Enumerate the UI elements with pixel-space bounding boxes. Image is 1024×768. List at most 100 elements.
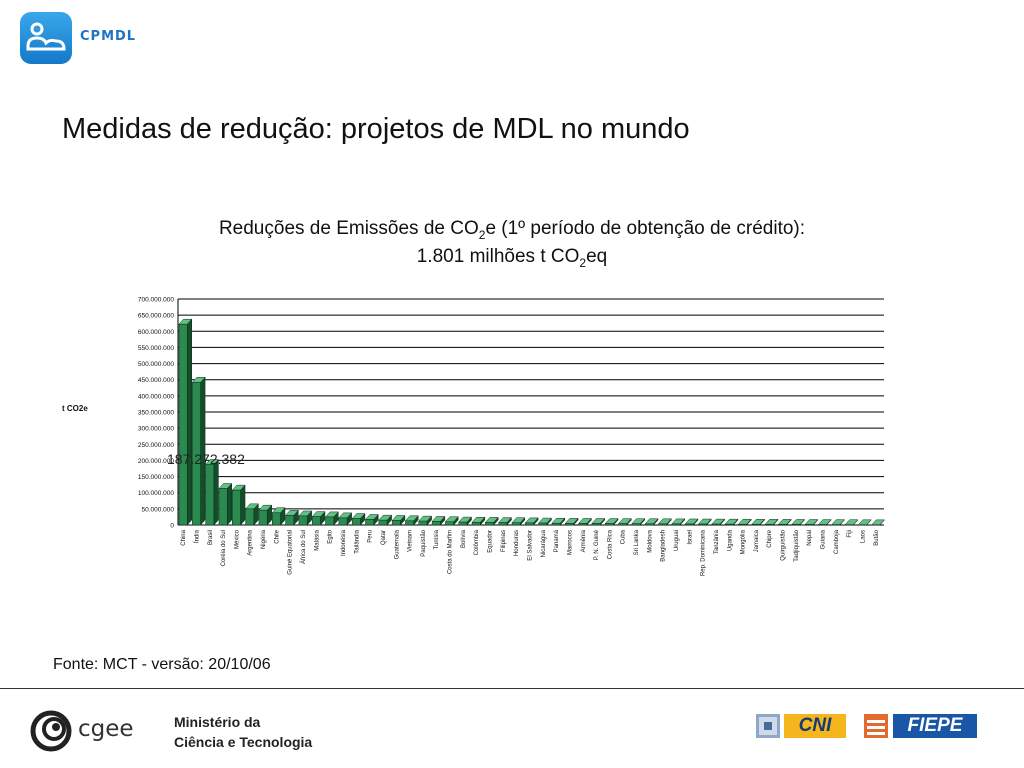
- chart-subtitle-text: eq: [586, 246, 608, 267]
- x-tick-label: Israel: [687, 530, 693, 545]
- bar: [737, 518, 752, 526]
- x-tick-label: Equador: [488, 530, 494, 553]
- bar: [871, 519, 885, 526]
- bar: [324, 511, 339, 526]
- cgee-text: cgee: [78, 716, 134, 742]
- bar: [631, 518, 646, 526]
- x-tick-label: Fiji: [847, 530, 853, 538]
- x-tick-label: Panamá: [554, 529, 560, 552]
- x-tick-label: Índia: [193, 529, 200, 543]
- y-tick-label: 200.000.000: [138, 458, 175, 465]
- x-tick-label: Egito: [328, 529, 334, 543]
- chart-title-line2: 1.801 milhões t CO2eq: [0, 244, 1024, 276]
- x-tick-label: El Salvador: [527, 530, 533, 561]
- y-tick-label: 350.000.000: [138, 410, 175, 417]
- bar: [431, 515, 446, 526]
- bar: [205, 458, 219, 526]
- x-tick-label: África do Sul: [300, 530, 307, 564]
- x-tick-label: Costa do Marfim: [448, 530, 454, 574]
- bar: [644, 518, 659, 526]
- x-tick-label: Qatar: [381, 530, 387, 545]
- bar: [391, 514, 406, 526]
- bar: [218, 482, 233, 526]
- bar: [351, 512, 366, 526]
- page-title: Medidas de redução: projetos de MDL no m…: [62, 113, 690, 145]
- y-tick-label: 250.000.000: [138, 442, 175, 449]
- x-tick-label: Colômbia: [474, 529, 480, 555]
- x-tick-label: Costa Rica: [607, 529, 613, 559]
- y-tick-label: 150.000.000: [138, 474, 175, 481]
- x-tick-label: Guiné Equatorial: [288, 530, 294, 575]
- x-tick-label: Camboja: [834, 529, 840, 554]
- y-axis-label: t CO2e: [62, 404, 88, 413]
- bar: [724, 518, 739, 526]
- chart-title-subscript: 2: [478, 227, 486, 242]
- y-tick-label: 650.000.000: [138, 313, 175, 320]
- bar: [697, 518, 712, 526]
- chart-subtitle-subscript: 2: [579, 255, 587, 270]
- bar: [671, 518, 686, 526]
- x-tick-label: Guatemala: [394, 529, 400, 559]
- x-tick-label: Vietnam: [408, 530, 414, 552]
- ministry-line2: Ciência e Tecnologia: [174, 734, 313, 750]
- ministry-line1: Ministério da: [174, 714, 261, 730]
- x-tick-label: P. N. Guiné: [594, 529, 600, 560]
- x-tick-label: Rep. Dominicana: [701, 529, 707, 576]
- bar-chart: 0 50.000.000 100.000.000 150.000.000 200.000…: [62, 297, 885, 576]
- y-tick-label: 550.000.000: [138, 345, 175, 352]
- y-tick-label: 500.000.000: [138, 361, 175, 368]
- x-tick-label: Quirguistão: [781, 529, 787, 560]
- bar: [404, 515, 419, 526]
- logo-text: CPMDL: [80, 29, 137, 44]
- x-tick-label: Paquistão: [421, 529, 427, 556]
- bar: [418, 515, 433, 526]
- bar: [751, 518, 766, 526]
- bar: [844, 519, 859, 526]
- bar: [511, 517, 526, 526]
- x-tick-label: Mongólia: [741, 529, 747, 554]
- chart-title-line1: Reduções de Emissões de CO2e (1º período…: [0, 216, 1024, 248]
- bar: [804, 518, 819, 526]
- bar: [777, 518, 792, 526]
- bar: [484, 516, 499, 526]
- x-tick-label: Cuba: [621, 529, 627, 544]
- bar: [271, 507, 286, 526]
- x-tick-label: Argentina: [248, 529, 254, 555]
- bar: [338, 512, 353, 526]
- bar: [711, 518, 726, 526]
- x-tick-label: Malásia: [314, 529, 320, 550]
- x-tick-label: Chipre: [767, 529, 773, 547]
- data-annotation: 187.272.382: [167, 451, 245, 467]
- x-tick-label: Bolívia: [461, 529, 467, 548]
- bar: [378, 514, 393, 526]
- x-tick-label: Tadjiquistão: [794, 529, 800, 561]
- x-tick-label: China: [181, 529, 187, 545]
- source-note: Fonte: MCT - versão: 20/10/06: [53, 656, 271, 673]
- bar: [791, 518, 806, 526]
- bar: [231, 484, 246, 526]
- bar: [444, 516, 459, 526]
- x-tick-label: Coréia do Sul: [221, 530, 227, 566]
- y-tick-label: 450.000.000: [138, 377, 175, 384]
- bar: [471, 516, 486, 526]
- bar: [591, 517, 606, 526]
- chart-title-text: e (1º período de obtenção de crédito):: [485, 218, 806, 239]
- chart-subtitle-text: 1.801 milhões t CO: [416, 246, 580, 267]
- bar: [311, 510, 326, 526]
- x-tick-label: Indonésia: [341, 529, 347, 556]
- bar: [764, 518, 779, 526]
- x-tick-label: Honduras: [514, 530, 520, 556]
- bar: [657, 518, 672, 526]
- y-tick-label: 50.000.000: [141, 506, 174, 513]
- cni-emblem-icon: [756, 714, 780, 738]
- x-tick-label: Peru: [368, 530, 374, 543]
- x-tick-label: Filipinas: [501, 530, 507, 552]
- bar: [178, 318, 193, 526]
- x-tick-label: Tunísia: [434, 529, 440, 549]
- fiepe-logo: FIEPE: [893, 714, 977, 738]
- bar: [245, 503, 259, 526]
- y-tick-label: 100.000.000: [138, 490, 175, 497]
- bar: [684, 518, 699, 526]
- bar: [191, 376, 206, 526]
- bar: [618, 517, 632, 526]
